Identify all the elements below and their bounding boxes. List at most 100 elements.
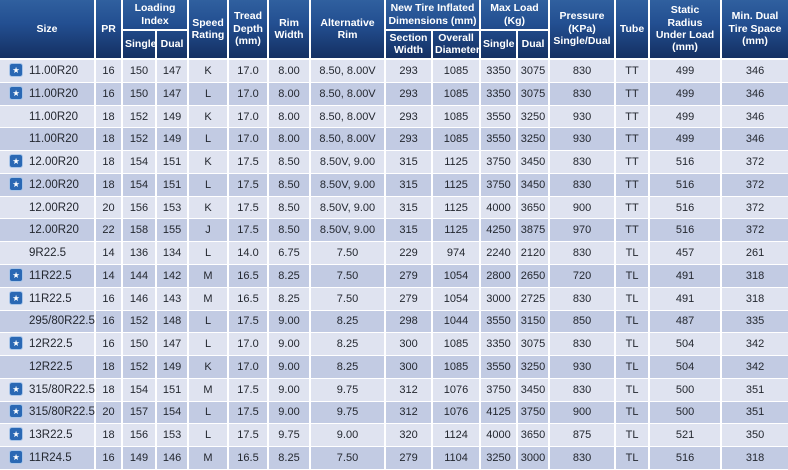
star-icon: ★ bbox=[9, 176, 23, 191]
cell-section-width: 315 bbox=[385, 150, 434, 174]
cell-section-width: 315 bbox=[385, 218, 434, 243]
cell-pressure: 970 bbox=[549, 218, 617, 243]
cell-overall-diameter: 1125 bbox=[432, 173, 482, 197]
cell-size: ★ 11.00R20 bbox=[0, 58, 96, 83]
cell-size: ★ 315/80R22.5 bbox=[0, 378, 96, 402]
cell-loading-index-single: 136 bbox=[122, 241, 157, 266]
cell-pressure: 830 bbox=[549, 287, 617, 311]
cell-max-load-dual: 3075 bbox=[517, 82, 551, 106]
cell-alternative-rim: 9.75 bbox=[310, 378, 387, 402]
cell-max-load-dual: 2725 bbox=[517, 287, 551, 311]
cell-static-radius: 457 bbox=[649, 241, 723, 266]
cell-loading-index-single: 149 bbox=[122, 446, 157, 470]
cell-tube: TT bbox=[615, 58, 651, 83]
cell-loading-index-dual: 154 bbox=[156, 401, 190, 425]
header-loading-single: Single bbox=[122, 30, 157, 60]
cell-loading-index-dual: 142 bbox=[156, 264, 190, 288]
header-loading-index: Loading Index bbox=[122, 0, 190, 31]
cell-tread-depth: 14.0 bbox=[228, 241, 270, 266]
cell-rim-width: 8.25 bbox=[268, 446, 312, 470]
cell-static-radius: 516 bbox=[649, 218, 723, 243]
cell-max-load-dual: 3650 bbox=[517, 423, 551, 448]
cell-overall-diameter: 1076 bbox=[432, 401, 482, 425]
cell-speed-rating: K bbox=[188, 105, 230, 129]
cell-overall-diameter: 1104 bbox=[432, 446, 482, 470]
cell-section-width: 312 bbox=[385, 378, 434, 402]
cell-loading-index-single: 152 bbox=[122, 105, 157, 129]
cell-loading-index-dual: 149 bbox=[156, 127, 190, 152]
cell-pressure: 930 bbox=[549, 127, 617, 152]
cell-pr: 20 bbox=[95, 196, 123, 220]
size-label: 11.00R20 bbox=[29, 110, 79, 123]
cell-min-dual-tire-space: 318 bbox=[721, 287, 788, 311]
header-tread-depth: Tread Depth (mm) bbox=[228, 0, 270, 60]
cell-static-radius: 499 bbox=[649, 127, 723, 152]
table-row: ★ 12.00R20 18 154 151 K 17.5 8.50 8.50V, 9.00 315… bbox=[0, 150, 788, 174]
cell-loading-index-single: 154 bbox=[122, 173, 157, 197]
size-label: 11R24.5 bbox=[29, 452, 72, 465]
cell-alternative-rim: 8.25 bbox=[310, 332, 387, 357]
cell-min-dual-tire-space: 342 bbox=[721, 332, 788, 357]
cell-static-radius: 499 bbox=[649, 58, 723, 83]
cell-overall-diameter: 974 bbox=[432, 241, 482, 266]
cell-min-dual-tire-space: 261 bbox=[721, 241, 788, 266]
cell-size: ★12R22.5 bbox=[0, 355, 96, 379]
cell-loading-index-single: 144 bbox=[122, 264, 157, 288]
cell-loading-index-dual: 146 bbox=[156, 446, 190, 470]
cell-pr: 18 bbox=[95, 378, 123, 402]
cell-pr: 16 bbox=[95, 446, 123, 470]
cell-static-radius: 500 bbox=[649, 401, 723, 425]
cell-section-width: 293 bbox=[385, 105, 434, 129]
cell-loading-index-dual: 151 bbox=[156, 378, 190, 402]
cell-section-width: 293 bbox=[385, 58, 434, 83]
cell-max-load-single: 3550 bbox=[480, 310, 519, 334]
cell-overall-diameter: 1044 bbox=[432, 310, 482, 334]
cell-pressure: 830 bbox=[549, 378, 617, 402]
cell-tube: TT bbox=[615, 196, 651, 220]
cell-tube: TL bbox=[615, 332, 651, 357]
table-row: ★9R22.514136134L14.06.757.50229974224021… bbox=[0, 241, 788, 266]
cell-speed-rating: M bbox=[188, 264, 230, 288]
cell-alternative-rim: 8.50, 8.00V bbox=[310, 58, 387, 83]
cell-pressure: 830 bbox=[549, 446, 617, 470]
cell-static-radius: 491 bbox=[649, 287, 723, 311]
cell-min-dual-tire-space: 372 bbox=[721, 196, 788, 220]
cell-speed-rating: L bbox=[188, 241, 230, 266]
cell-static-radius: 491 bbox=[649, 264, 723, 288]
cell-alternative-rim: 7.50 bbox=[310, 264, 387, 288]
size-label: 9R22.5 bbox=[29, 247, 67, 260]
size-label: 295/80R22.5 bbox=[29, 315, 95, 328]
cell-max-load-single: 2240 bbox=[480, 241, 519, 266]
header-pr: PR bbox=[95, 0, 123, 60]
cell-min-dual-tire-space: 318 bbox=[721, 264, 788, 288]
cell-rim-width: 8.50 bbox=[268, 150, 312, 174]
cell-pr: 16 bbox=[95, 310, 123, 334]
cell-speed-rating: K bbox=[188, 150, 230, 174]
cell-tread-depth: 17.5 bbox=[228, 218, 270, 243]
cell-alternative-rim: 8.25 bbox=[310, 310, 387, 334]
cell-speed-rating: M bbox=[188, 446, 230, 470]
cell-loading-index-single: 150 bbox=[122, 58, 157, 83]
cell-pressure: 830 bbox=[549, 58, 617, 83]
cell-overall-diameter: 1085 bbox=[432, 332, 482, 357]
cell-pressure: 830 bbox=[549, 241, 617, 266]
table-body: ★ 11.00R20 16 150 147 K 17.0 8.00 8.50, 8.00V 293… bbox=[0, 58, 788, 470]
cell-loading-index-single: 158 bbox=[122, 218, 157, 243]
cell-speed-rating: L bbox=[188, 401, 230, 425]
star-icon: ★ bbox=[9, 85, 23, 100]
table-header: Size PR Loading Index Speed Rating Tread… bbox=[0, 0, 788, 60]
cell-speed-rating: L bbox=[188, 127, 230, 152]
cell-tube: TL bbox=[615, 287, 651, 311]
cell-pr: 18 bbox=[95, 173, 123, 197]
header-rim-width: Rim Width bbox=[268, 0, 312, 60]
cell-max-load-dual: 3875 bbox=[517, 218, 551, 243]
cell-section-width: 229 bbox=[385, 241, 434, 266]
cell-tread-depth: 17.5 bbox=[228, 310, 270, 334]
cell-max-load-single: 3000 bbox=[480, 287, 519, 311]
cell-max-load-dual: 3450 bbox=[517, 150, 551, 174]
cell-overall-diameter: 1085 bbox=[432, 105, 482, 129]
cell-pr: 18 bbox=[95, 150, 123, 174]
cell-alternative-rim: 9.00 bbox=[310, 423, 387, 448]
cell-max-load-single: 3550 bbox=[480, 105, 519, 129]
